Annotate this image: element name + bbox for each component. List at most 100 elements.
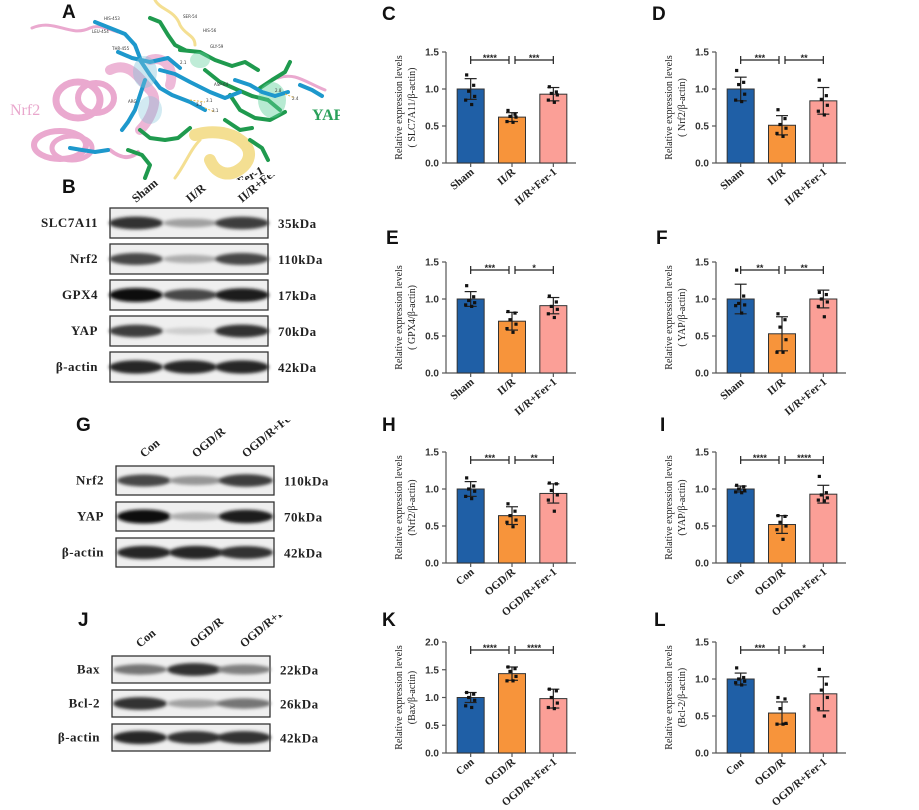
data-point — [781, 537, 785, 541]
data-point — [743, 679, 747, 683]
x-category-label: II/R — [765, 375, 789, 397]
data-point — [547, 481, 551, 485]
bar — [456, 88, 485, 164]
y-axis-label: Relative expression levels — [664, 455, 675, 560]
y-tick-label: 1.0 — [425, 295, 439, 306]
data-point — [473, 489, 477, 493]
x-category-label: Con — [454, 756, 477, 778]
protein-band — [113, 730, 167, 745]
data-point — [506, 309, 510, 314]
data-point — [822, 714, 826, 718]
protein-band — [113, 697, 167, 710]
x-category-label: Con — [454, 566, 477, 588]
nrf2-protein-label: Nrf2 — [10, 102, 40, 119]
lane-label: OGD/R+Fer-1 — [237, 615, 302, 650]
significance-label: *** — [529, 53, 540, 63]
protein-label: SLC7A11 — [41, 215, 98, 230]
data-point — [465, 73, 469, 77]
x-category-label: Sham — [448, 166, 476, 192]
protein-band — [163, 289, 217, 301]
data-point — [776, 695, 780, 700]
protein-band — [169, 545, 223, 560]
data-point — [734, 98, 738, 102]
bar-chart-f: Relative expression levels( YAP/β-actin)… — [664, 258, 846, 418]
significance-label: *** — [485, 263, 496, 273]
yap-protein-label: YAP — [312, 107, 340, 124]
protein-band — [217, 698, 271, 709]
x-category-label: Sham — [448, 376, 476, 402]
residue-label: HIS-56 — [203, 28, 217, 33]
data-point — [742, 294, 746, 298]
panel-letter-i: I — [660, 415, 666, 436]
data-point — [735, 68, 739, 73]
data-point — [555, 493, 559, 497]
data-point — [506, 108, 510, 113]
lane-label: OGD/R — [189, 424, 228, 460]
data-point — [824, 491, 828, 495]
data-point — [775, 722, 779, 726]
data-point — [465, 690, 469, 695]
hydrogen-bonds — [189, 93, 296, 113]
data-point — [470, 705, 474, 710]
y-axis-label-secondary: ( YAP/β-actin) — [677, 288, 688, 346]
data-point — [554, 689, 558, 693]
lane-label: Sham — [129, 176, 160, 206]
y-axis-label: Relative expression levels — [664, 55, 675, 160]
data-point — [737, 301, 741, 306]
data-point — [817, 474, 821, 479]
data-point — [552, 315, 556, 320]
data-point — [546, 312, 550, 316]
x-category-label: Con — [724, 566, 747, 588]
molecular-weight-label: 42kDa — [284, 546, 323, 561]
bond-distance-label: 2.1 — [180, 60, 187, 65]
protein-band — [217, 664, 271, 675]
data-point — [508, 114, 512, 118]
y-axis-label-secondary: (Nrf2/β-actin) — [407, 479, 418, 535]
bar-chart-d: Relative expression levels( Nrf2/β-actin… — [664, 48, 846, 208]
y-tick-label: 0.0 — [425, 559, 439, 570]
data-point — [783, 318, 787, 322]
data-point — [549, 91, 553, 96]
protein-label: Nrf2 — [70, 251, 98, 266]
y-tick-label: 1.5 — [695, 48, 709, 59]
data-point — [784, 126, 788, 130]
data-point — [467, 695, 471, 700]
protein-band — [109, 216, 163, 230]
data-point — [822, 315, 826, 319]
data-point — [513, 509, 517, 513]
data-point — [778, 520, 782, 524]
protein-band — [163, 254, 217, 264]
y-tick-label: 0.5 — [695, 522, 709, 533]
significance-label: ** — [801, 53, 809, 63]
y-axis-label-secondary: ( SLC7A11/β-actin) — [407, 68, 418, 148]
data-point — [554, 90, 558, 94]
protein-band — [113, 664, 167, 675]
data-point — [776, 312, 780, 316]
bar — [539, 305, 568, 374]
bar — [498, 116, 526, 164]
x-category-label: OGD/R — [483, 755, 519, 788]
bar — [456, 488, 485, 564]
molecular-weight-label: 22kDa — [280, 663, 319, 678]
data-point — [555, 307, 559, 311]
data-point — [743, 488, 747, 493]
data-point — [549, 304, 553, 308]
x-category-label: II/R+Fer-1 — [782, 376, 829, 418]
molecular-weight-label: 110kDa — [278, 252, 323, 267]
data-point — [554, 482, 558, 486]
protein-label: GPX4 — [62, 287, 98, 302]
x-category-label: II/R — [495, 165, 519, 187]
molecular-weight-label: 70kDa — [284, 510, 323, 525]
data-point — [547, 294, 551, 298]
data-point — [514, 518, 518, 522]
bar — [539, 492, 568, 564]
significance-label: * — [532, 263, 536, 273]
protein-band — [215, 253, 269, 265]
y-tick-label: 0.5 — [695, 332, 709, 343]
data-point — [781, 722, 785, 726]
data-point — [778, 707, 782, 711]
data-point — [825, 695, 829, 700]
data-point — [737, 487, 741, 491]
data-point — [511, 120, 515, 124]
protein-band — [219, 474, 273, 487]
